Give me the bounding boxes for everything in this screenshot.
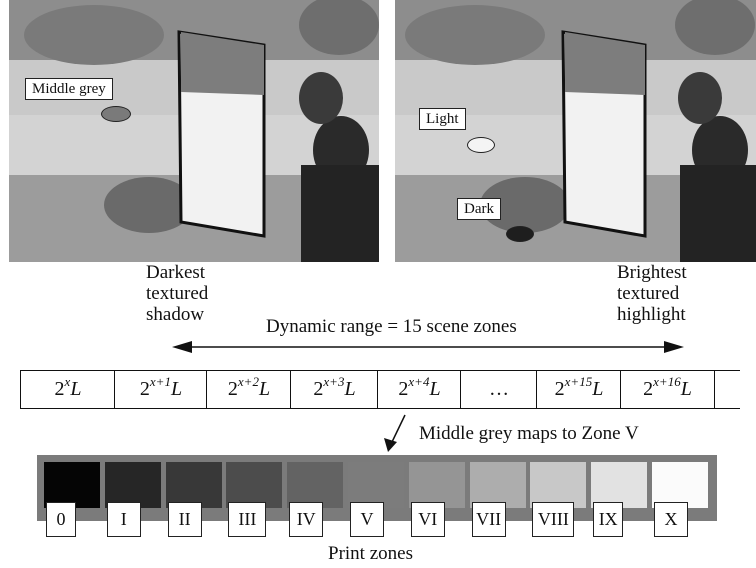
dynamic-range-arrowhead-left: [172, 341, 192, 353]
caption-darkest: Darkest textured shadow: [146, 262, 208, 325]
print-zone-label: VI: [410, 502, 445, 537]
print-zone-swatch: [408, 462, 465, 508]
annotation-label-middle-grey: Middle grey: [25, 78, 113, 100]
middle-grey-pointer-line: [391, 414, 406, 443]
middle-grey-note: Middle grey maps to Zone V: [419, 423, 639, 444]
caption-brightest-line-1: Brightest: [617, 262, 687, 283]
print-zone-swatch: [348, 462, 404, 508]
print-zone-swatch: [226, 462, 283, 508]
caption-brightest-line-3: highlight: [617, 304, 686, 325]
photo-light-dark: Light Dark: [395, 0, 756, 262]
print-zone-label: V: [350, 502, 384, 537]
print-zone-swatch: [287, 462, 344, 508]
print-zone-label: III: [228, 502, 267, 537]
print-zone-label: VIII: [532, 502, 575, 537]
scene-zone-cell: 2 x+16 L: [620, 371, 715, 408]
scene-zone-cell: 2 x+1 L: [114, 371, 207, 408]
light-marker: [467, 137, 495, 153]
print-zone-swatch: [652, 462, 708, 508]
middle-grey-pointer-arrowhead: [384, 438, 397, 452]
dynamic-range-label: Dynamic range = 15 scene zones: [266, 316, 517, 337]
photo-scene-left: [9, 0, 379, 262]
print-zone-label: IX: [593, 502, 624, 537]
print-zone-swatch: [44, 462, 100, 508]
caption-brightest: Brightest textured highlight: [617, 262, 687, 325]
print-zone-label: I: [106, 502, 141, 537]
scene-zone-cell-ellipsis: …: [460, 371, 537, 408]
dynamic-range-arrowhead-right: [664, 341, 684, 353]
annotation-label-light: Light: [419, 108, 466, 130]
annotation-label-dark: Dark: [457, 198, 501, 220]
print-zone-swatch: [104, 462, 161, 508]
print-zone-swatch: [165, 462, 222, 508]
print-zones-title: Print zones: [328, 543, 413, 564]
print-zone-label: II: [167, 502, 202, 537]
photo-middle-grey: Middle grey: [9, 0, 379, 262]
scene-zone-cell: 2 x+15 L: [536, 371, 621, 408]
scene-zone-cell: 2 x+2 L: [206, 371, 291, 408]
print-zone-label: VII: [471, 502, 506, 537]
scene-zone-cell: 2 x+3 L: [290, 371, 378, 408]
caption-darkest-line-3: shadow: [146, 304, 205, 325]
print-zone-label: X: [654, 502, 688, 537]
print-zone-label: IV: [289, 502, 324, 537]
print-zone-swatch: [591, 462, 648, 508]
print-zone-label: 0: [46, 502, 76, 537]
scene-zone-cell: 2 x+4 L: [377, 371, 461, 408]
caption-darkest-line-2: textured: [146, 283, 209, 304]
dark-marker: [506, 226, 534, 242]
print-zone-swatch: [469, 462, 526, 508]
print-zone-swatch: [530, 462, 587, 508]
photo-scene-right: [395, 0, 756, 262]
caption-darkest-line-1: Darkest: [146, 262, 206, 283]
caption-brightest-line-2: textured: [617, 283, 680, 304]
middle-grey-marker: [101, 106, 131, 122]
